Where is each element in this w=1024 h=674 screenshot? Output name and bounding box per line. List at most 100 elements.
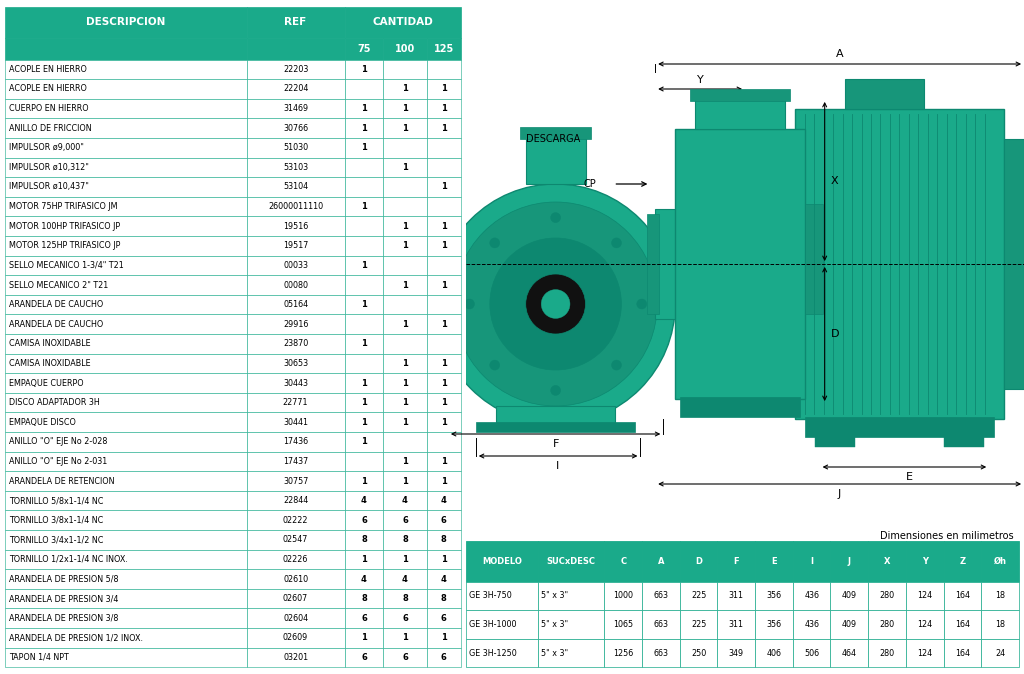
Bar (466, 541, 538, 582)
Text: CAMISA INOXIDABLE: CAMISA INOXIDABLE (9, 339, 90, 348)
Text: 1: 1 (402, 457, 408, 466)
Text: 02610: 02610 (283, 574, 308, 584)
Bar (247, 628, 345, 648)
Bar (868, 610, 906, 639)
Text: 1: 1 (440, 398, 446, 407)
Text: 6: 6 (440, 516, 446, 525)
Bar (906, 582, 943, 610)
Text: 51030: 51030 (283, 144, 308, 152)
Text: 225: 225 (691, 592, 707, 601)
Bar (5, 314, 247, 334)
Text: TAPON 1/4 NPT: TAPON 1/4 NPT (9, 653, 69, 662)
Text: 1: 1 (361, 124, 367, 133)
Text: ARANDELA DE CAUCHO: ARANDELA DE CAUCHO (9, 319, 103, 329)
Bar (793, 610, 830, 639)
Text: 356: 356 (766, 592, 781, 601)
Text: ACOPLE EN HIERRO: ACOPLE EN HIERRO (9, 65, 87, 74)
Bar (538, 610, 604, 639)
Text: A: A (657, 557, 665, 565)
Text: 1: 1 (361, 202, 367, 211)
Bar (755, 541, 793, 582)
Text: 1: 1 (402, 359, 408, 368)
Text: F: F (552, 439, 559, 449)
Bar (830, 639, 868, 667)
Text: 1: 1 (402, 84, 408, 94)
Bar (427, 648, 461, 667)
Bar (247, 7, 345, 38)
Text: 02604: 02604 (283, 614, 308, 623)
Text: 409: 409 (842, 620, 857, 629)
Text: DISCO ADAPTADOR 3H: DISCO ADAPTADOR 3H (9, 398, 99, 407)
Text: 1: 1 (402, 398, 408, 407)
Text: 1: 1 (440, 634, 446, 642)
Bar (247, 314, 345, 334)
Bar (718, 582, 755, 610)
Bar (5, 373, 247, 393)
Text: CAMISA INOXIDABLE: CAMISA INOXIDABLE (9, 359, 90, 368)
Text: 663: 663 (653, 592, 669, 601)
Bar (845, 79, 925, 109)
Bar (5, 59, 247, 79)
Bar (5, 236, 247, 255)
Text: 1: 1 (402, 124, 408, 133)
Text: ARANDELA DE PRESION 3/8: ARANDELA DE PRESION 3/8 (9, 614, 118, 623)
Text: F: F (733, 557, 739, 565)
Text: IMPULSOR ø9,000": IMPULSOR ø9,000" (9, 144, 84, 152)
Bar (680, 582, 718, 610)
Text: 1: 1 (440, 319, 446, 329)
Bar (247, 334, 345, 354)
Bar (5, 334, 247, 354)
Bar (795, 109, 1005, 419)
Bar (427, 236, 461, 255)
Text: Y: Y (696, 75, 703, 85)
Text: 4: 4 (361, 496, 367, 505)
Bar (345, 314, 383, 334)
Bar (383, 609, 427, 628)
Bar (345, 549, 383, 570)
Text: REF: REF (285, 18, 307, 27)
Circle shape (465, 299, 474, 309)
Bar (805, 204, 822, 314)
Bar (427, 628, 461, 648)
Bar (604, 610, 642, 639)
Bar (981, 582, 1019, 610)
Text: 1: 1 (361, 418, 367, 427)
Bar (383, 255, 427, 275)
Bar (427, 38, 461, 59)
Text: 164: 164 (954, 648, 970, 658)
Bar (830, 610, 868, 639)
Bar (655, 209, 680, 319)
Bar (642, 582, 680, 610)
Text: 1: 1 (440, 280, 446, 290)
Text: 1: 1 (440, 418, 446, 427)
Bar (5, 255, 247, 275)
Text: 02226: 02226 (283, 555, 308, 564)
Bar (345, 589, 383, 609)
Text: 1: 1 (361, 555, 367, 564)
Bar (427, 373, 461, 393)
Text: 1: 1 (361, 144, 367, 152)
Text: 02222: 02222 (283, 516, 308, 525)
Text: ACOPLE EN HIERRO: ACOPLE EN HIERRO (9, 84, 87, 94)
Text: MOTOR 125HP TRIFASICO JP: MOTOR 125HP TRIFASICO JP (9, 241, 120, 250)
Text: SELLO MECANICO 1-3/4" T21: SELLO MECANICO 1-3/4" T21 (9, 261, 124, 270)
Bar (793, 541, 830, 582)
Bar (383, 354, 427, 373)
Text: 30653: 30653 (283, 359, 308, 368)
Bar (5, 158, 247, 177)
Bar (247, 589, 345, 609)
Text: C: C (621, 557, 627, 565)
Text: 4: 4 (361, 574, 367, 584)
Text: 1: 1 (361, 379, 367, 388)
Bar (383, 99, 427, 119)
Text: 164: 164 (954, 620, 970, 629)
Text: TORNILLO 3/4x1-1/2 NC: TORNILLO 3/4x1-1/2 NC (9, 535, 103, 545)
Text: 1: 1 (402, 418, 408, 427)
Text: 19516: 19516 (283, 222, 308, 231)
Text: 22844: 22844 (283, 496, 308, 505)
Text: DESCARGA: DESCARGA (525, 134, 580, 144)
Text: SUCxDESC: SUCxDESC (547, 557, 596, 565)
Text: 1: 1 (440, 477, 446, 485)
Bar (718, 639, 755, 667)
Text: 1: 1 (361, 437, 367, 446)
